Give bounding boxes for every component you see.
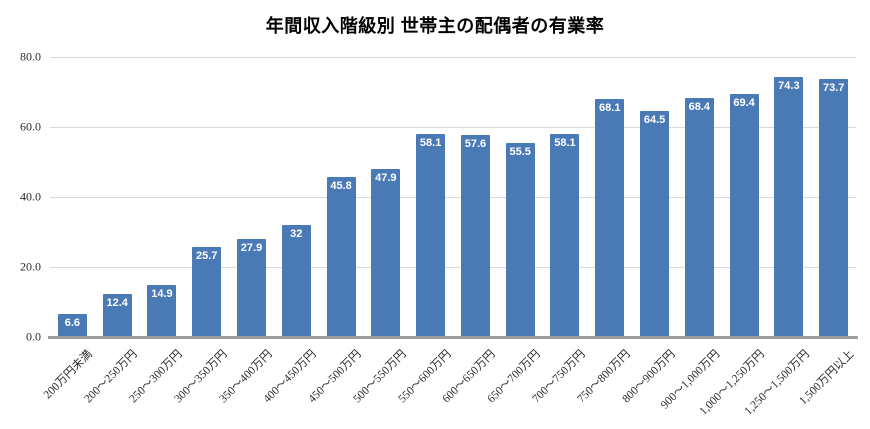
bar-value-label: 45.8: [330, 179, 352, 192]
bar: 68.1: [595, 98, 625, 337]
bar-slot: 73.7 1,500万円以上: [797, 57, 856, 407]
bar-slot: 25.7 300〜350万円: [172, 57, 229, 405]
bar-slot: 68.4 900〜1,000万円: [659, 57, 722, 411]
bar: 57.6: [460, 135, 490, 337]
bar: 73.7: [819, 79, 849, 337]
bar-value-label: 58.1: [419, 136, 442, 149]
bar: 12.4: [102, 293, 132, 337]
bar: 6.6: [57, 313, 87, 337]
bar: 47.9: [371, 169, 401, 337]
gridline: [50, 197, 856, 198]
bar-value-label: 64.5: [643, 114, 666, 127]
bar-value-label: 12.4: [106, 296, 128, 309]
y-tick-label: 80.0: [20, 49, 41, 64]
bar: 14.9: [147, 284, 177, 337]
bars-container: 6.6 200万円未満 12.4 200〜250万円 14.9 250〜300万円 25.7…: [42, 57, 856, 418]
bar-slot: 45.8 450〜500万円: [306, 57, 364, 405]
bar-value-label: 6.6: [64, 316, 81, 329]
bar-slot: 58.1 550〜600万円: [396, 57, 453, 405]
bar: 64.5: [640, 111, 670, 337]
bar-slot: 58.1 700〜750万円: [530, 57, 588, 405]
bar-value-label: 57.6: [464, 138, 487, 151]
bar: 68.4: [684, 97, 714, 337]
bar: 74.3: [774, 76, 804, 337]
bar-slot: 57.6 600〜650万円: [441, 57, 498, 405]
bar-slot: 74.3 1,250〜1,500万円: [742, 57, 811, 418]
gridline: [50, 57, 856, 58]
x-axis-line: [48, 336, 858, 339]
bar-value-label: 58.1: [554, 136, 576, 149]
chart-title: 年間収入階級別 世帯主の配偶者の有業率: [265, 16, 605, 36]
y-tick-label: 0.0: [26, 329, 41, 344]
gridline: [50, 267, 856, 268]
bar-value-label: 69.4: [733, 97, 755, 110]
bar-value-label: 55.5: [509, 145, 531, 158]
bar-slot: 32 400〜450万円: [262, 57, 319, 405]
bar-value-label: 68.1: [599, 101, 621, 114]
y-tick-label: 60.0: [20, 119, 41, 134]
bar: 32: [281, 225, 311, 337]
bar: 55.5: [505, 142, 535, 337]
bar: 27.9: [237, 239, 267, 337]
bar-value-label: 68.4: [688, 100, 711, 113]
bar-value-label: 32: [290, 228, 303, 240]
bar-slot: 69.4 1,000〜1,250万円: [697, 57, 767, 418]
bar-value-label: 14.9: [151, 287, 173, 300]
bar-slot: 64.5 800〜900万円: [620, 57, 677, 405]
bar-value-label: 47.9: [375, 172, 397, 185]
bar-value-label: 74.3: [778, 79, 800, 92]
bar-slot: 55.5 650〜700万円: [486, 57, 543, 405]
bar-slot: 14.9 250〜300万円: [127, 57, 185, 405]
bar: 25.7: [192, 247, 222, 337]
bar: 58.1: [416, 133, 446, 337]
bar-slot: 27.9 350〜400万円: [217, 57, 274, 405]
bar: 45.8: [326, 176, 356, 337]
bar-slot: 6.6 200万円未満: [42, 57, 95, 401]
bar: 69.4: [729, 94, 759, 337]
bar-value-label: 73.7: [822, 82, 845, 95]
bar-slot: 47.9 500〜550万円: [351, 57, 408, 405]
bar-value-label: 27.9: [240, 242, 263, 255]
bar-slot: 68.1 750〜800万円: [575, 57, 632, 405]
bar: 58.1: [550, 133, 580, 337]
bar-slot: 12.4 200〜250万円: [83, 57, 140, 405]
y-tick-label: 40.0: [20, 189, 41, 204]
gridline: [50, 127, 856, 128]
bar-value-label: 25.7: [196, 250, 218, 263]
plot-area: 80.0 60.0 40.0 20.0 0.0 6.6 200万円未満 12.4 200〜25…: [20, 50, 858, 418]
y-tick-label: 20.0: [20, 259, 41, 274]
